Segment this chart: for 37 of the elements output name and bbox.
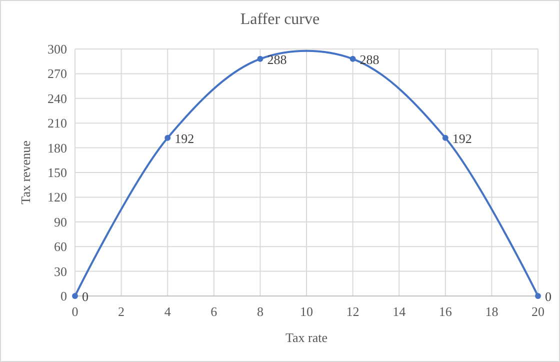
x-tick-label: 0 bbox=[72, 304, 78, 319]
y-tick-label: 0 bbox=[60, 288, 67, 304]
y-tick-label: 180 bbox=[48, 140, 67, 156]
y-tick-label: 90 bbox=[54, 214, 67, 230]
y-tick-label: 300 bbox=[48, 42, 67, 56]
data-label: 192 bbox=[452, 130, 472, 146]
point bbox=[535, 293, 541, 299]
point bbox=[72, 293, 78, 299]
data-label: 0 bbox=[545, 289, 552, 304]
data-label: 0 bbox=[82, 289, 88, 304]
x-axis-title: Tax rate bbox=[285, 330, 328, 345]
y-tick-label: 30 bbox=[54, 264, 67, 279]
x-tick-label: 18 bbox=[485, 304, 498, 319]
x-tick-label: 2 bbox=[118, 304, 125, 319]
x-tick-label: 10 bbox=[300, 304, 313, 319]
x-tick-label: 16 bbox=[438, 304, 452, 319]
y-tick-label: 210 bbox=[48, 116, 67, 131]
y-axis-title: Tax revenue bbox=[18, 140, 33, 204]
data-label: 192 bbox=[174, 130, 194, 146]
point bbox=[442, 134, 448, 141]
point bbox=[164, 134, 171, 141]
y-tick-label: 60 bbox=[54, 239, 67, 254]
x-tick-label: 4 bbox=[164, 304, 172, 319]
point bbox=[350, 56, 356, 62]
x-tick-label: 6 bbox=[210, 304, 218, 319]
x-tick-label: 20 bbox=[532, 304, 544, 319]
x-tick-label: 8 bbox=[256, 304, 264, 319]
y-tick-label: 240 bbox=[48, 90, 67, 106]
y-tick-label: 150 bbox=[48, 165, 67, 180]
x-tick-label: 14 bbox=[392, 304, 406, 319]
point bbox=[257, 56, 264, 62]
data-label: 288 bbox=[360, 52, 380, 67]
x-tick-label: 12 bbox=[346, 304, 360, 319]
y-tick-label: 270 bbox=[48, 66, 67, 82]
chart-title: Laffer curve bbox=[240, 11, 320, 28]
data-label: 288 bbox=[267, 52, 287, 67]
y-tick-label: 120 bbox=[48, 190, 67, 205]
